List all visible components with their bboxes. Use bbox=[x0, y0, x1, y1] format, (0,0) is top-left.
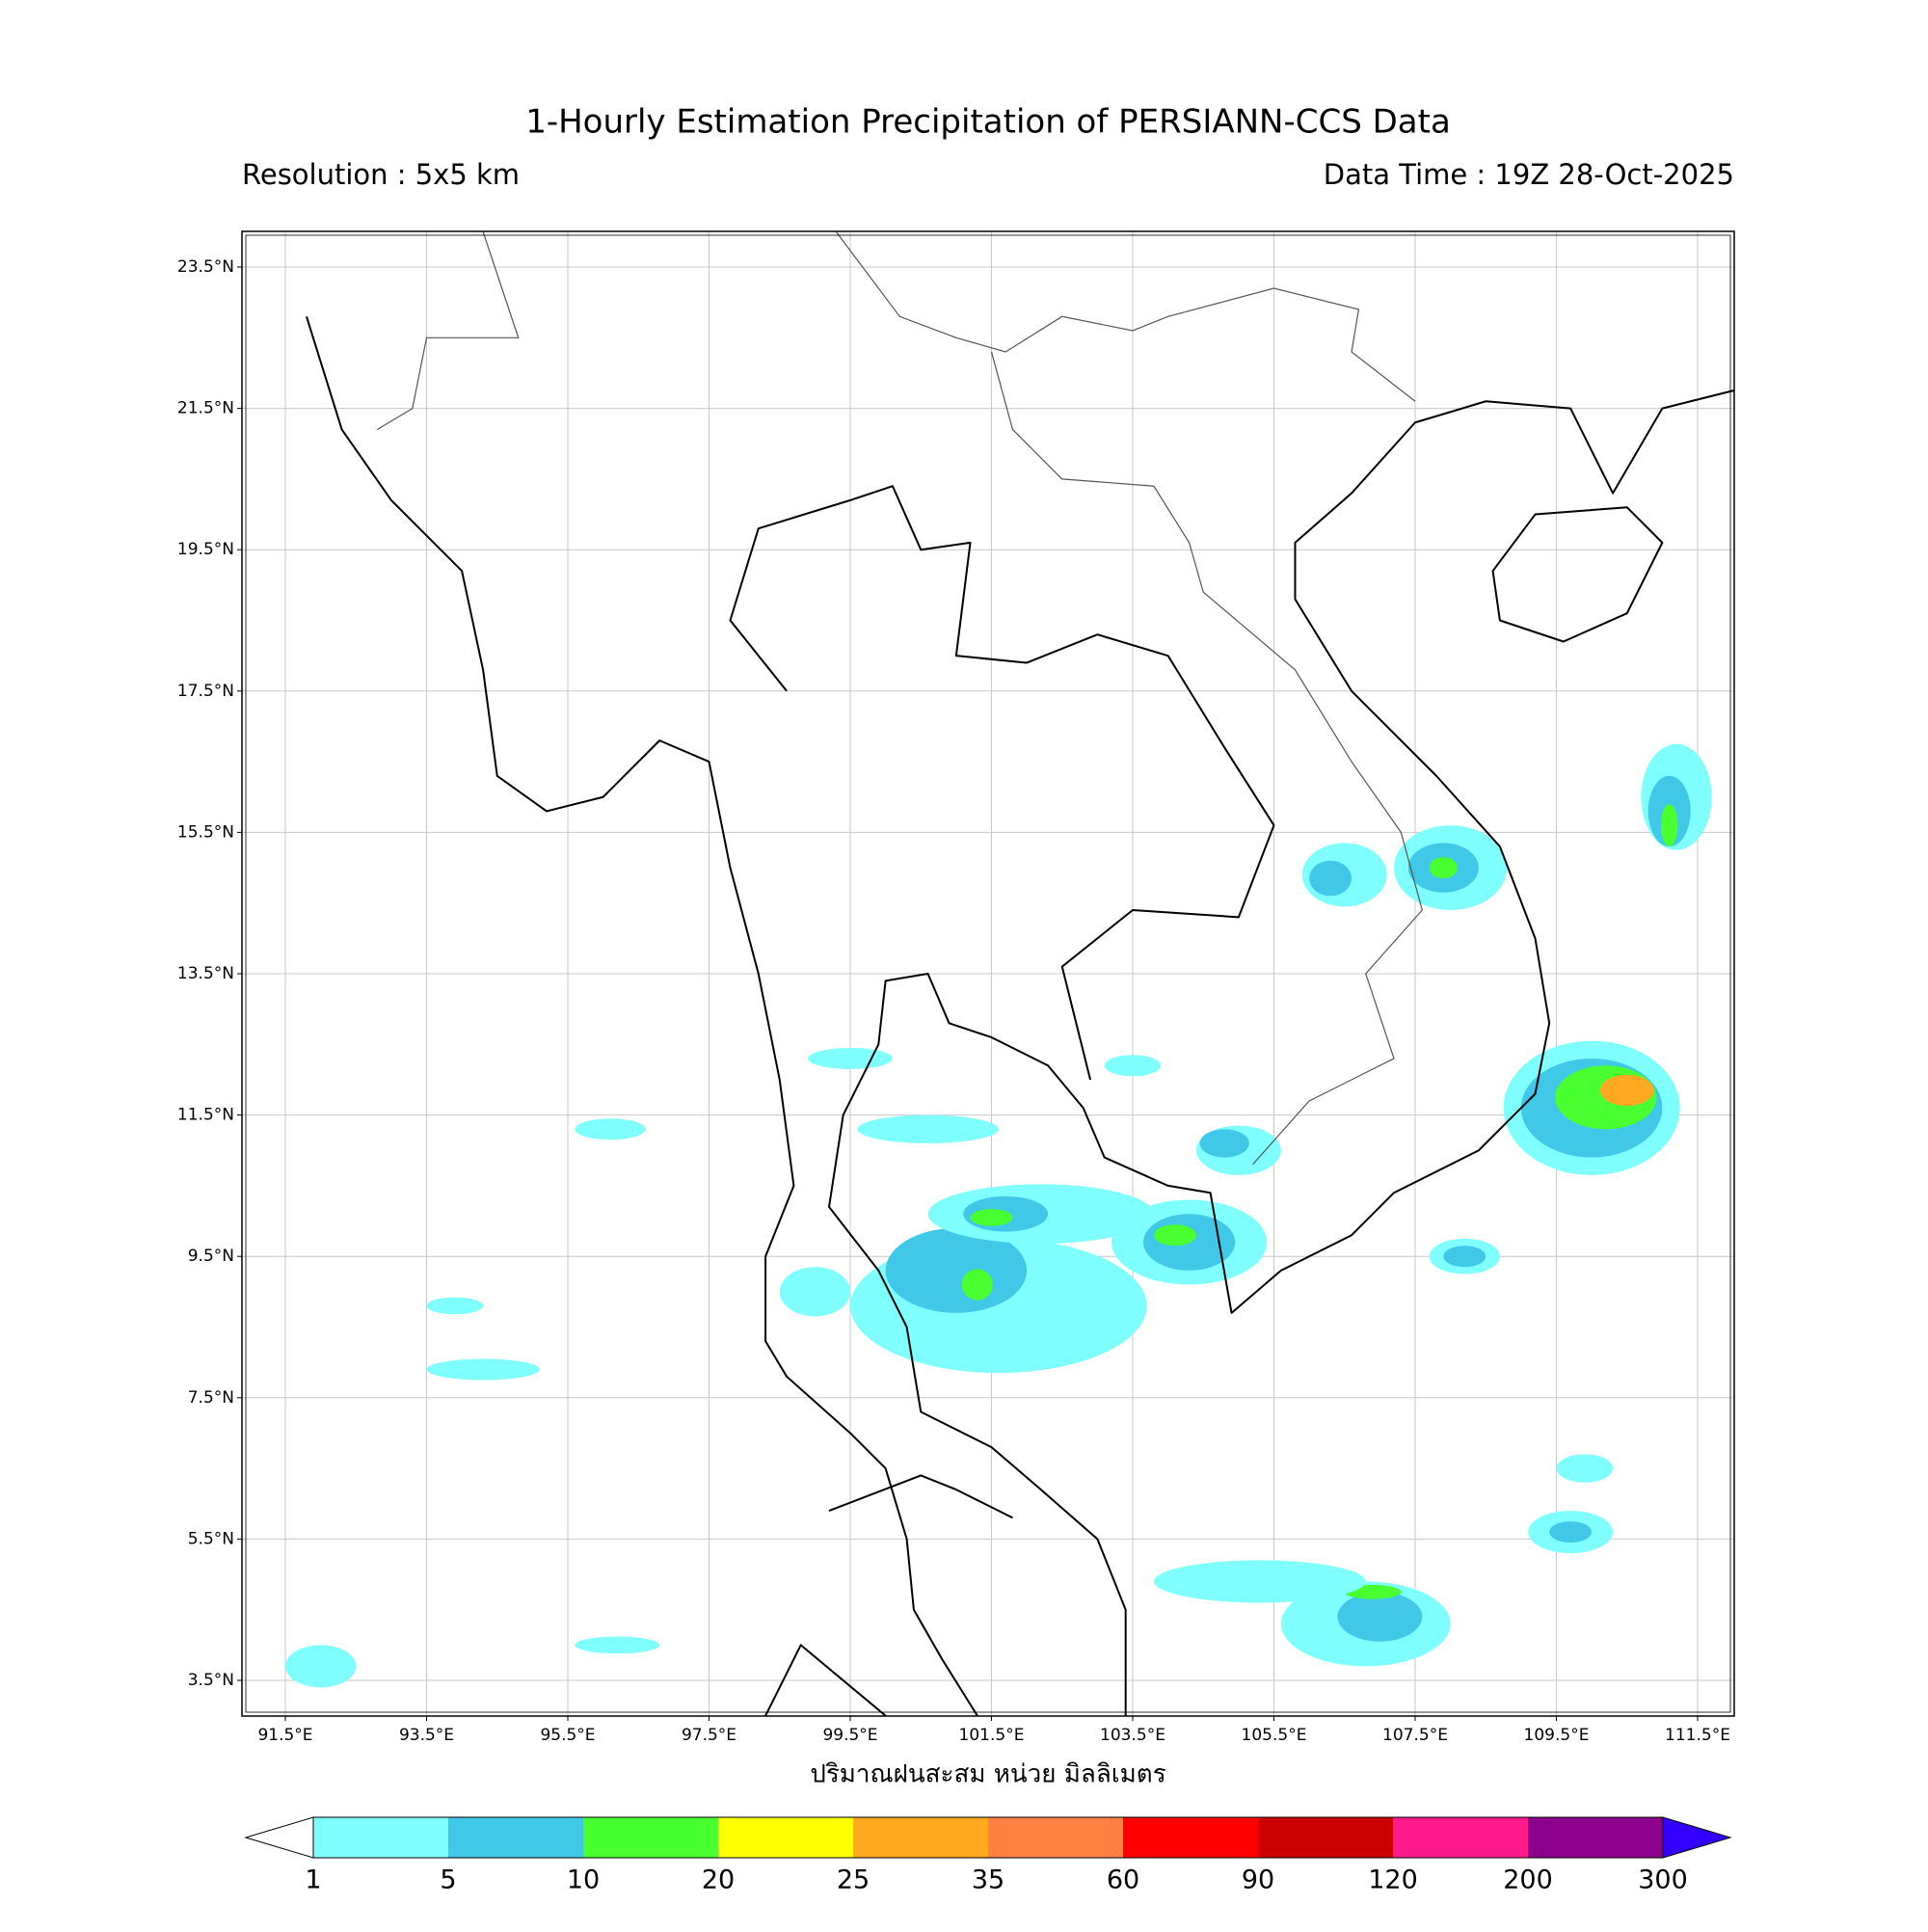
border bbox=[990, 351, 1423, 1166]
lat-tick-label: 3.5°N bbox=[188, 1671, 234, 1690]
rain-area bbox=[575, 1118, 646, 1140]
rain-area bbox=[1549, 1521, 1593, 1543]
rain-area bbox=[1660, 804, 1678, 847]
lat-tick-label: 11.5°N bbox=[177, 1106, 234, 1125]
graticule bbox=[237, 231, 1734, 1721]
colorbar-segment bbox=[448, 1817, 583, 1858]
rain-area bbox=[1337, 1592, 1423, 1642]
lat-tick-label: 21.5°N bbox=[177, 399, 234, 418]
coastline bbox=[306, 316, 978, 1716]
rain-area bbox=[1556, 1454, 1614, 1483]
colorbar-segment bbox=[313, 1817, 448, 1858]
rain-area bbox=[1599, 1074, 1654, 1107]
border bbox=[376, 231, 520, 431]
rain-area bbox=[857, 1114, 999, 1143]
coastline bbox=[764, 1644, 887, 1716]
colorbar-segment bbox=[853, 1817, 988, 1858]
colorbar-over bbox=[1662, 1816, 1732, 1859]
lon-tick-label: 99.5°E bbox=[822, 1726, 877, 1745]
colorbar-outline bbox=[312, 1816, 1664, 1859]
lon-tick-label: 111.5°E bbox=[1665, 1726, 1730, 1745]
colorbar-segment bbox=[1258, 1817, 1393, 1858]
rain-area bbox=[1199, 1129, 1249, 1158]
lon-tick-label: 93.5°E bbox=[399, 1726, 454, 1745]
map-frame-inner bbox=[245, 234, 1731, 1713]
colorbar-label: 90 bbox=[1242, 1865, 1274, 1895]
lat-tick-label: 23.5°N bbox=[177, 257, 234, 277]
colorbar-label: 5 bbox=[440, 1865, 456, 1895]
lon-tick-label: 103.5°E bbox=[1100, 1726, 1165, 1745]
coastline bbox=[828, 389, 1734, 1716]
colorbar-label: 10 bbox=[567, 1865, 600, 1895]
colorbar-segment bbox=[988, 1817, 1123, 1858]
colorbar-label: 25 bbox=[837, 1865, 870, 1895]
colorbar: 1 5 10 20 25 35 60 90 120 200 300 bbox=[244, 1816, 1732, 1895]
thai-border bbox=[828, 1474, 1013, 1519]
lon-tick-label: 101.5°E bbox=[959, 1726, 1025, 1745]
colorbar-segment bbox=[718, 1817, 853, 1858]
colorbar-segment bbox=[1528, 1817, 1663, 1858]
border bbox=[835, 231, 1416, 402]
lat-tick-label: 13.5°N bbox=[177, 964, 234, 983]
lon-tick-label: 105.5°E bbox=[1242, 1726, 1307, 1745]
colorbar-label: 35 bbox=[972, 1865, 1004, 1895]
rain-area bbox=[575, 1636, 660, 1654]
lon-tick-label: 95.5°E bbox=[540, 1726, 595, 1745]
rain-area bbox=[1153, 1224, 1196, 1247]
precipitation bbox=[285, 743, 1712, 1688]
rain-area bbox=[426, 1358, 540, 1381]
rain-area bbox=[970, 1209, 1013, 1226]
lat-tick-label: 7.5°N bbox=[188, 1388, 234, 1408]
colorbar-under bbox=[244, 1816, 314, 1859]
colorbar-segment bbox=[583, 1817, 718, 1858]
colorbar-label: 1 bbox=[305, 1865, 321, 1895]
rain-area bbox=[426, 1297, 484, 1315]
rain-area bbox=[779, 1267, 850, 1317]
lat-tick-label: 5.5°N bbox=[188, 1529, 234, 1548]
lat-tick-label: 9.5°N bbox=[188, 1247, 234, 1266]
rain-area bbox=[961, 1269, 993, 1301]
map-frame bbox=[241, 230, 1735, 1717]
colorbar-label: 60 bbox=[1107, 1865, 1139, 1895]
lat-tick-label: 15.5°N bbox=[177, 822, 234, 842]
rain-area bbox=[285, 1645, 357, 1688]
resolution: Resolution : 5x5 km bbox=[242, 158, 520, 191]
title: 1-Hourly Estimation Precipitation of PER… bbox=[525, 103, 1451, 142]
lon-tick-label: 91.5°E bbox=[257, 1726, 312, 1745]
rain-area bbox=[1309, 860, 1352, 897]
rain-area bbox=[885, 1227, 1028, 1313]
colorbar-label: 20 bbox=[702, 1865, 735, 1895]
colorbar-segment bbox=[1393, 1817, 1528, 1858]
colorbar-label: 120 bbox=[1368, 1865, 1418, 1895]
lon-tick-label: 109.5°E bbox=[1524, 1726, 1590, 1745]
colorbar-label: 300 bbox=[1638, 1865, 1688, 1895]
rain-area bbox=[1443, 1246, 1486, 1268]
island bbox=[1491, 506, 1664, 643]
rain-area bbox=[1429, 857, 1458, 879]
coastlines bbox=[306, 231, 1734, 1716]
rain-area bbox=[1104, 1055, 1162, 1077]
lon-tick-label: 97.5°E bbox=[682, 1726, 736, 1745]
rain-area bbox=[808, 1047, 893, 1069]
colorbar-label: 200 bbox=[1503, 1865, 1553, 1895]
lat-tick-label: 17.5°N bbox=[177, 682, 234, 701]
thai-border bbox=[729, 485, 1275, 1081]
data-time: Data Time : 19Z 28-Oct-2025 bbox=[1324, 158, 1734, 191]
rain-area bbox=[1153, 1560, 1366, 1603]
x-axis-label: ปริมาณฝนสะสม หน่วย มิลลิเมตร bbox=[810, 1760, 1165, 1789]
colorbar-segment bbox=[1123, 1817, 1258, 1858]
lon-tick-label: 107.5°E bbox=[1382, 1726, 1448, 1745]
lat-tick-label: 19.5°N bbox=[177, 540, 234, 559]
